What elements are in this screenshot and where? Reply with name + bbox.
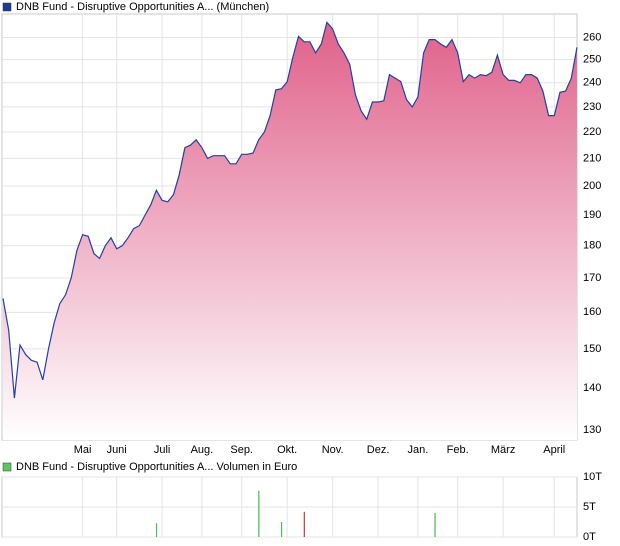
y-tick-label: 10T: [583, 471, 602, 483]
y-tick-label: 150: [583, 343, 601, 355]
x-tick-label: April: [543, 444, 565, 456]
y-tick-label: 250: [583, 54, 601, 66]
volume-bar: [434, 513, 436, 537]
y-tick-label: 200: [583, 180, 601, 192]
x-tick-label: Mai: [74, 444, 92, 456]
line: [2, 21, 578, 399]
volume-bar: [258, 490, 260, 537]
y-tick-label: 0T: [583, 531, 596, 543]
y-tick-label: 130: [583, 424, 601, 436]
y-tick-label: 220: [583, 126, 601, 138]
y-tick-label: 140: [583, 382, 601, 394]
legend-swatch: [2, 462, 12, 472]
volume-bar: [280, 522, 283, 537]
x-tick-label: März: [491, 444, 515, 456]
x-tick-label: Dez.: [367, 444, 390, 456]
y-tick-label: 160: [583, 306, 601, 318]
x-tick-label: Nov.: [322, 444, 344, 456]
y-tick-label: 190: [583, 209, 601, 221]
legend-swatch: [2, 2, 12, 12]
x-tick-label: Jan.: [407, 444, 428, 456]
volume-bar: [155, 523, 158, 537]
y-tick-label: 5T: [583, 501, 596, 513]
area: [3, 22, 577, 441]
legend-label: DNB Fund - Disruptive Opportunities A...…: [16, 461, 297, 473]
x-tick-label: Juli: [154, 444, 171, 456]
x-tick-label: Juni: [107, 444, 127, 456]
y-tick-label: 260: [583, 31, 601, 43]
legend-label: DNB Fund - Disruptive Opportunities A...…: [16, 1, 269, 13]
x-tick-label: Okt.: [277, 444, 297, 456]
y-tick-label: 240: [583, 77, 601, 89]
volume-bar: [303, 511, 305, 537]
x-tick-label: Feb.: [447, 444, 469, 456]
y-tick-label: 170: [583, 272, 601, 284]
x-tick-label: Sep.: [230, 444, 253, 456]
x-tick-label: Aug.: [191, 444, 214, 456]
y-tick-label: 210: [583, 152, 601, 164]
y-tick-label: 230: [583, 101, 601, 113]
y-tick-label: 180: [583, 240, 601, 252]
